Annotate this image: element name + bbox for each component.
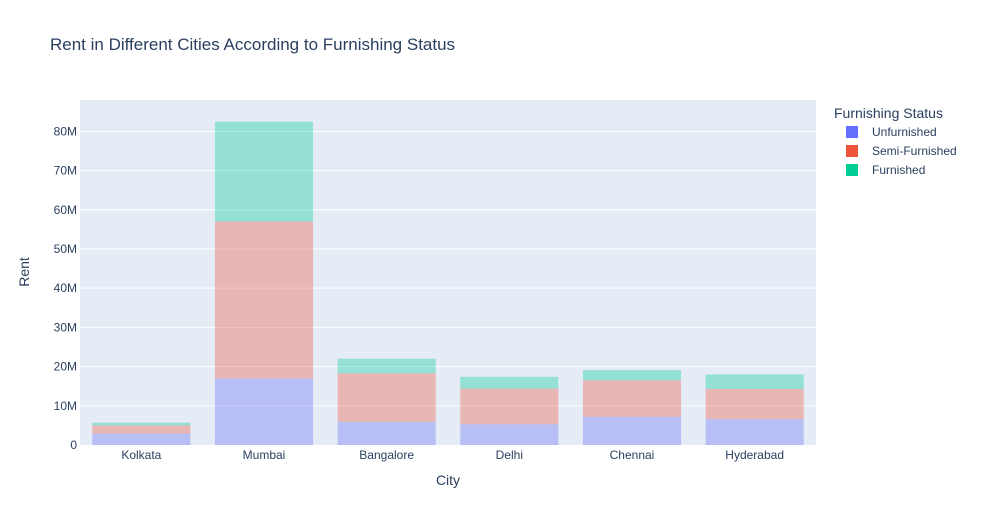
gridlines bbox=[80, 130, 816, 407]
bar-segment-unfurnished[interactable] bbox=[460, 424, 559, 445]
bar-segment-unfurnished[interactable] bbox=[92, 433, 191, 445]
bar-segment-furnished[interactable] bbox=[92, 422, 191, 426]
x-tick-label: Bangalore bbox=[359, 448, 414, 462]
x-tick-label: Chennai bbox=[610, 448, 655, 462]
bar-segment-semi-furnished[interactable] bbox=[460, 388, 559, 425]
bar-segment-furnished[interactable] bbox=[582, 370, 682, 381]
legend-title: Furnishing Status bbox=[834, 105, 943, 121]
legend-label[interactable]: Semi-Furnished bbox=[872, 144, 957, 158]
y-tick-label: 20M bbox=[54, 360, 77, 374]
bar-segment-semi-furnished[interactable] bbox=[337, 373, 436, 422]
y-tick-label: 80M bbox=[54, 124, 77, 138]
x-tick-label: Kolkata bbox=[121, 448, 161, 462]
bar-segment-unfurnished[interactable] bbox=[214, 378, 314, 445]
bar-segment-furnished[interactable] bbox=[337, 358, 436, 374]
bar-segment-semi-furnished[interactable] bbox=[214, 221, 314, 379]
bar-segment-semi-furnished[interactable] bbox=[705, 388, 804, 420]
bar-segment-semi-furnished[interactable] bbox=[582, 380, 682, 417]
chart-title: Rent in Different Cities According to Fu… bbox=[50, 35, 455, 54]
x-tick-label: Hyderabad bbox=[725, 448, 784, 462]
plot-area bbox=[80, 100, 816, 445]
legend-swatch[interactable] bbox=[846, 164, 858, 176]
legend-label[interactable]: Furnished bbox=[872, 163, 925, 177]
y-tick-label: 40M bbox=[54, 281, 77, 295]
y-tick-label: 10M bbox=[54, 399, 77, 413]
y-tick-label: 30M bbox=[54, 320, 77, 334]
y-tick-label: 50M bbox=[54, 242, 77, 256]
y-axis-ticks: 0 10M 20M 30M 40M 50M 60M 70M 80M bbox=[54, 124, 78, 452]
x-axis-ticks: Kolkata Mumbai Bangalore Delhi Chennai Hydera… bbox=[121, 448, 784, 462]
bar-segment-unfurnished[interactable] bbox=[705, 419, 804, 445]
bar-segment-unfurnished[interactable] bbox=[337, 421, 436, 445]
x-axis-title: City bbox=[436, 472, 460, 488]
legend-label[interactable]: Unfurnished bbox=[872, 125, 937, 139]
bars bbox=[92, 121, 804, 445]
bar-segment-furnished[interactable] bbox=[460, 376, 559, 389]
legend-swatch[interactable] bbox=[846, 126, 858, 138]
x-tick-label: Delhi bbox=[496, 448, 523, 462]
bar-segment-unfurnished[interactable] bbox=[582, 416, 682, 445]
bar-segment-semi-furnished[interactable] bbox=[92, 425, 191, 434]
y-tick-label: 70M bbox=[54, 164, 77, 178]
bar-segment-furnished[interactable] bbox=[705, 374, 804, 389]
y-tick-label: 60M bbox=[54, 203, 77, 217]
legend[interactable]: Unfurnished Semi-Furnished Furnished bbox=[846, 125, 957, 177]
y-axis-title: Rent bbox=[16, 257, 32, 287]
y-tick-label: 0 bbox=[70, 438, 77, 452]
x-tick-label: Mumbai bbox=[243, 448, 286, 462]
legend-swatch[interactable] bbox=[846, 145, 858, 157]
bar-segment-furnished[interactable] bbox=[214, 121, 314, 222]
